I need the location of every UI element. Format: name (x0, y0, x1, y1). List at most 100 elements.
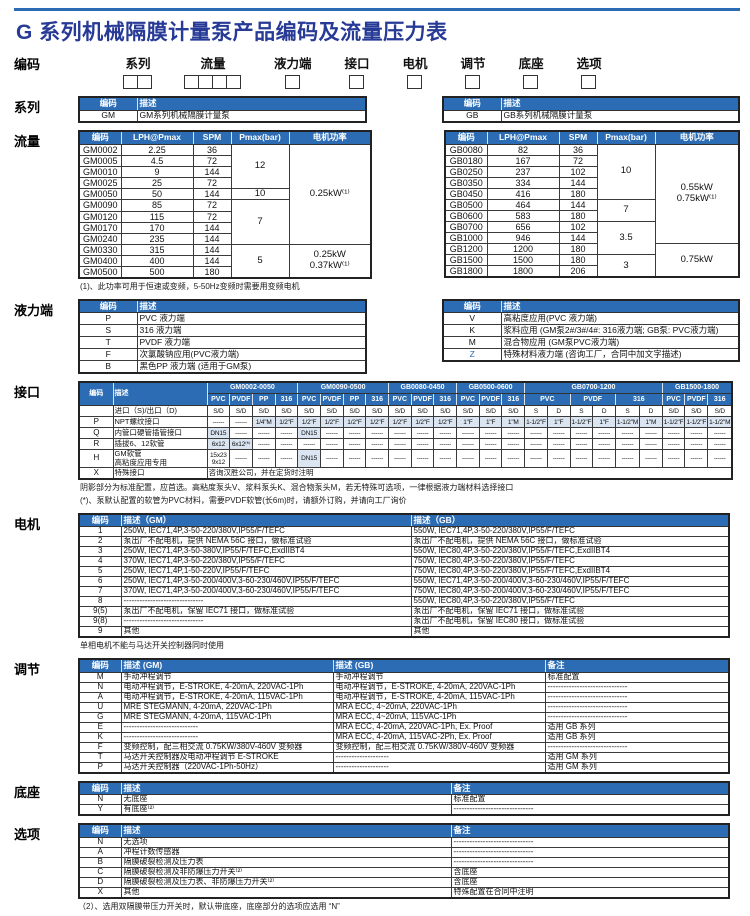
table-row: R 插拔6、12软管 6x12 6x12⁽*⁾ ------ ------ ------ --… (78, 438, 733, 451)
desc-cell: 特殊接口 (112, 467, 208, 480)
desc-cell: 隔膜破裂检测及压力表、非防爆压力开关⁽²⁾ (120, 876, 452, 888)
code-box (407, 75, 423, 89)
desc-cell: ---------------------------- (120, 731, 334, 743)
table-row: GB0500 464 144 7 (444, 198, 739, 223)
interface-value-cell: ------ (592, 438, 616, 451)
interface-value-cell: DN15 (206, 427, 231, 440)
desc-cell: 550W, IEC80,4P,3-50-220/380V,IP55/F/TEFC (410, 596, 730, 608)
header-cell: LPH@Pmax (486, 130, 560, 145)
table-row: M 手动冲程调节 手动冲程调节 标准配置 (78, 671, 730, 683)
table-row: K 浆料应用 (GM泵2#/3#/4#: 316液力端; GB泵: PVC液力端) (442, 324, 740, 338)
interface-value-cell: ------ (388, 449, 412, 469)
sd-cell: S/D (433, 405, 458, 418)
interface-value-cell: ------ (569, 438, 594, 451)
adjust-table: 编码 描述 (GM) 描述 (GB) 备注 M 手动冲程调节 手动冲程调节 标准配置 N 电动冲程… (78, 658, 730, 774)
interface-value-cell: ------ (592, 427, 616, 440)
coding-boxes (577, 75, 602, 89)
table-row: GM0500 500 180 (78, 265, 371, 279)
table-row: GB GB系列机械隔膜计量泵 (442, 109, 740, 123)
desc-cell: 混合物应用 (GM泵PVC液力端) (500, 336, 740, 350)
material-header: PVC (297, 393, 321, 407)
value-cell: 36 (558, 143, 598, 156)
table-row: GM0170 170 144 (78, 221, 371, 234)
interface-value-cell: ------ (229, 427, 253, 440)
table-row: S 316 液力端 (78, 324, 367, 338)
material-header: 316 (274, 393, 299, 407)
header-cell: SPM (192, 130, 232, 145)
interface-value-cell: ------ (365, 427, 389, 440)
code-cell: 2 (78, 536, 122, 548)
motor-section: 电机 编码 描述（GM） 描述（GB） 1 250W, IEC71,4P,3-50-22… (14, 512, 740, 651)
table-row: 4 370W, IEC71,4P,3-50-220/380V,IP55/F/TEF… (78, 556, 730, 568)
code-cell: A (78, 846, 122, 858)
interface-value-cell: ------ (251, 438, 276, 451)
table-row: A 电动冲程调节，E-STROKE, 4-20mA, 115VAC-1Ph 电动冲程… (78, 691, 730, 703)
table-row: 9(5) 泵出厂不配电机，保留 IEC71 接口，做标准试验 泵出厂不配电机，保留 … (78, 606, 730, 618)
desc-cell: 变频控制，配三相交流 0.75KW/380V-460V 变频器 (120, 741, 334, 753)
desc-cell: ------------------------------ (450, 846, 730, 858)
table-row: 9(8) ------------------------------ 泵出厂不配电… (78, 616, 730, 628)
table-row: M 混合物应用 (GM泵PVC液力端) (442, 336, 740, 350)
header-cell: 编码 (78, 658, 122, 673)
pump-range-header: GB0700-1200 (524, 381, 663, 395)
interface-value-cell: 1-1/2"F (524, 416, 548, 429)
desc-cell: MRA ECC, 4~20mA, 220VAC-1Ph (332, 701, 546, 713)
desc-cell: 适用 GM 系列 (544, 761, 730, 774)
material-header: PVDF (569, 393, 616, 407)
header-cell: 描述 (GB) (332, 658, 546, 673)
value-cell: 315 (120, 243, 194, 256)
value-cell: 180 (558, 209, 598, 223)
header-cell: 描述 (500, 96, 740, 111)
header-cell: SPM (558, 130, 598, 145)
cell-line: 15x23 (209, 451, 227, 459)
desc-cell: MRA ECC, 4~20mA, 115VAC-1Ph (332, 711, 546, 723)
desc-cell: 有底座⁽²⁾ (120, 804, 452, 816)
interface-value-cell: ------ (524, 438, 548, 451)
table-row: 1 250W, IEC71,4P,3-50-220/380V,IP55/F/TEF… (78, 526, 730, 538)
value-cell: 144 (192, 243, 232, 256)
table-row: F 变频控制，配三相交流 0.75KW/380V-460V 变频器 变频控制，配三相… (78, 741, 730, 753)
empty-code-cell (78, 405, 114, 418)
interface-value-cell: ------ (707, 427, 733, 440)
adjust-section: 调节 编码 描述 (GM) 描述 (GB) 备注 M 手动冲程调节 手动冲程调节 标准配置 N 电… (14, 658, 740, 774)
pump-code-cell: GB0450 (444, 187, 488, 200)
interface-value-cell: ------ (274, 438, 299, 451)
pmax-merged-cell: 3 (596, 254, 656, 278)
value-cell: 656 (486, 221, 560, 234)
header-cell: 编码 (78, 130, 122, 145)
table-row: GB0350 334 144 (444, 176, 739, 189)
desc-cell: ------------------------------ (120, 596, 412, 608)
table-row: B 隔膜破裂检测及压力表 -----------------------------… (78, 856, 730, 868)
interface-value-cell: ------ (319, 449, 344, 469)
value-cell: 102 (558, 165, 598, 178)
code-cell: Y (78, 804, 122, 816)
interface-value-cell: 6x12 (206, 438, 231, 451)
table-row: H GM软管 高粘度应用专用 15x23 9x12 ------ ------ ------ D… (78, 449, 733, 469)
header-cell: 备注 (544, 658, 730, 673)
interface-value-cell: 1"M (501, 416, 526, 429)
table-row: T 马达开关控制器及电动冲程调节 E-STROKE ----------------… (78, 751, 730, 763)
coding-field-液力端: 液力端 (274, 53, 312, 89)
sd-cell: D (592, 405, 616, 418)
code-cell: Z (442, 348, 502, 362)
table-header-row: 编码 描述 (442, 299, 740, 314)
value-cell: 400 (120, 254, 194, 267)
code-cell: 9 (78, 626, 122, 638)
interface-value-cell: ------ (524, 427, 548, 440)
sd-cell: D (639, 405, 663, 418)
header-cell: 编码 (442, 299, 502, 314)
options-section: 选项 编码 描述 备注 N 无选项 ---------------------------… (14, 823, 740, 899)
header-cell: 描述（GB） (410, 513, 730, 528)
code-cell: T (78, 751, 122, 763)
interface-value-cell: ------ (456, 438, 480, 451)
material-header: PVC (388, 393, 412, 407)
code-cell: S (78, 324, 138, 338)
header-cell: LPH@Pmax (120, 130, 194, 145)
table-row: T PVDF 液力端 (78, 336, 367, 350)
value-cell: 72 (192, 199, 232, 212)
table-row: 2 泵出厂不配电机，提供 NEMA 56C 接口，做标准试验 泵出厂不配电机，提供 … (78, 536, 730, 548)
desc-cell: 适用 GM 系列 (544, 751, 730, 763)
special-value-cell: 咨询汉胜公司，并在定货时注明 (206, 467, 733, 480)
motor-table: 编码 描述（GM） 描述（GB） 1 250W, IEC71,4P,3-50-220/3… (78, 512, 730, 639)
power-merged-cell: 0.75kW (654, 243, 740, 278)
